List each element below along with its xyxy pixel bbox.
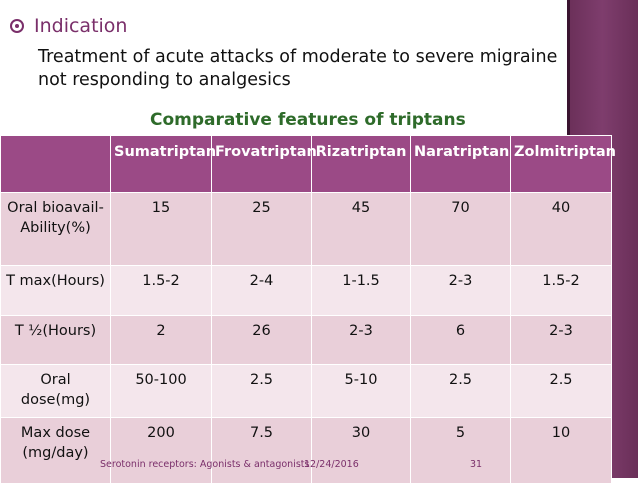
bullet-label: Indication xyxy=(34,15,128,37)
table-cell: 50-100 xyxy=(110,364,212,418)
table-cell: 30 xyxy=(311,417,411,484)
table-row: T ½(Hours) 2 26 2-3 6 2-3 xyxy=(0,315,612,365)
row-label-max-dose: Max dose (mg/day) xyxy=(0,417,111,484)
table-cell: 10 xyxy=(510,417,612,484)
table-cell: 6 xyxy=(410,315,511,365)
table-cell: 1.5-2 xyxy=(510,265,612,316)
table-cell: 2-3 xyxy=(510,315,612,365)
table-cell: 1-1.5 xyxy=(311,265,411,316)
table-cell: 2.5 xyxy=(211,364,312,418)
header-frovatriptan: Frovatriptan xyxy=(211,135,317,193)
header-zolmitriptan: Zolmitriptan xyxy=(510,135,616,193)
table-cell: 2 xyxy=(110,315,212,365)
table-cell: 15 xyxy=(110,192,212,266)
row-label-oral-dose: Oral dose(mg) xyxy=(0,364,111,418)
footer-page-number: 31 xyxy=(470,459,483,470)
table-cell: 25 xyxy=(211,192,312,266)
table-cell: 1.5-2 xyxy=(110,265,212,316)
table-cell: 2.5 xyxy=(410,364,511,418)
table-cell: 5 xyxy=(410,417,511,484)
footer-title: Serotonin receptors: Agonists & antagoni… xyxy=(100,459,310,470)
table-cell: 2-3 xyxy=(311,315,411,365)
table-cell: 2-4 xyxy=(211,265,312,316)
footer-date: 12/24/2016 xyxy=(304,459,359,470)
table-row: Max dose (mg/day) 200 7.5 30 5 10 xyxy=(0,417,612,484)
table-title: Comparative features of triptans xyxy=(150,110,466,130)
header-empty xyxy=(0,135,111,193)
row-label-tmax: T max(Hours) xyxy=(0,265,111,316)
triptans-comparison-table: Sumatriptan Frovatriptan Rizatriptan Nar… xyxy=(0,135,616,484)
table-cell: 45 xyxy=(311,192,411,266)
header-naratriptan: Naratriptan xyxy=(410,135,511,193)
header-sumatriptan: Sumatriptan xyxy=(110,135,216,193)
table-cell: 2-3 xyxy=(410,265,511,316)
table-header-row: Sumatriptan Frovatriptan Rizatriptan Nar… xyxy=(0,135,616,193)
table-cell: 40 xyxy=(510,192,612,266)
row-label-half-life: T ½(Hours) xyxy=(0,315,111,365)
radio-bullet-icon xyxy=(10,19,24,33)
table-row: Oral bioavail-Ability(%) 15 25 45 70 40 xyxy=(0,192,612,266)
table-cell: 2.5 xyxy=(510,364,612,418)
table-cell: 70 xyxy=(410,192,511,266)
table-cell: 5-10 xyxy=(311,364,411,418)
table-row: Oral dose(mg) 50-100 2.5 5-10 2.5 2.5 xyxy=(0,364,612,418)
row-label-oral-bioavailability: Oral bioavail-Ability(%) xyxy=(0,192,111,266)
header-rizatriptan: Rizatriptan xyxy=(311,135,411,193)
indication-text: Treatment of acute attacks of moderate t… xyxy=(38,47,558,90)
table-cell: 7.5 xyxy=(211,417,312,484)
bullet-indication: Indication xyxy=(10,12,127,40)
table-cell: 200 xyxy=(110,417,212,484)
table-row: T max(Hours) 1.5-2 2-4 1-1.5 2-3 1.5-2 xyxy=(0,265,612,316)
table-cell: 26 xyxy=(211,315,312,365)
